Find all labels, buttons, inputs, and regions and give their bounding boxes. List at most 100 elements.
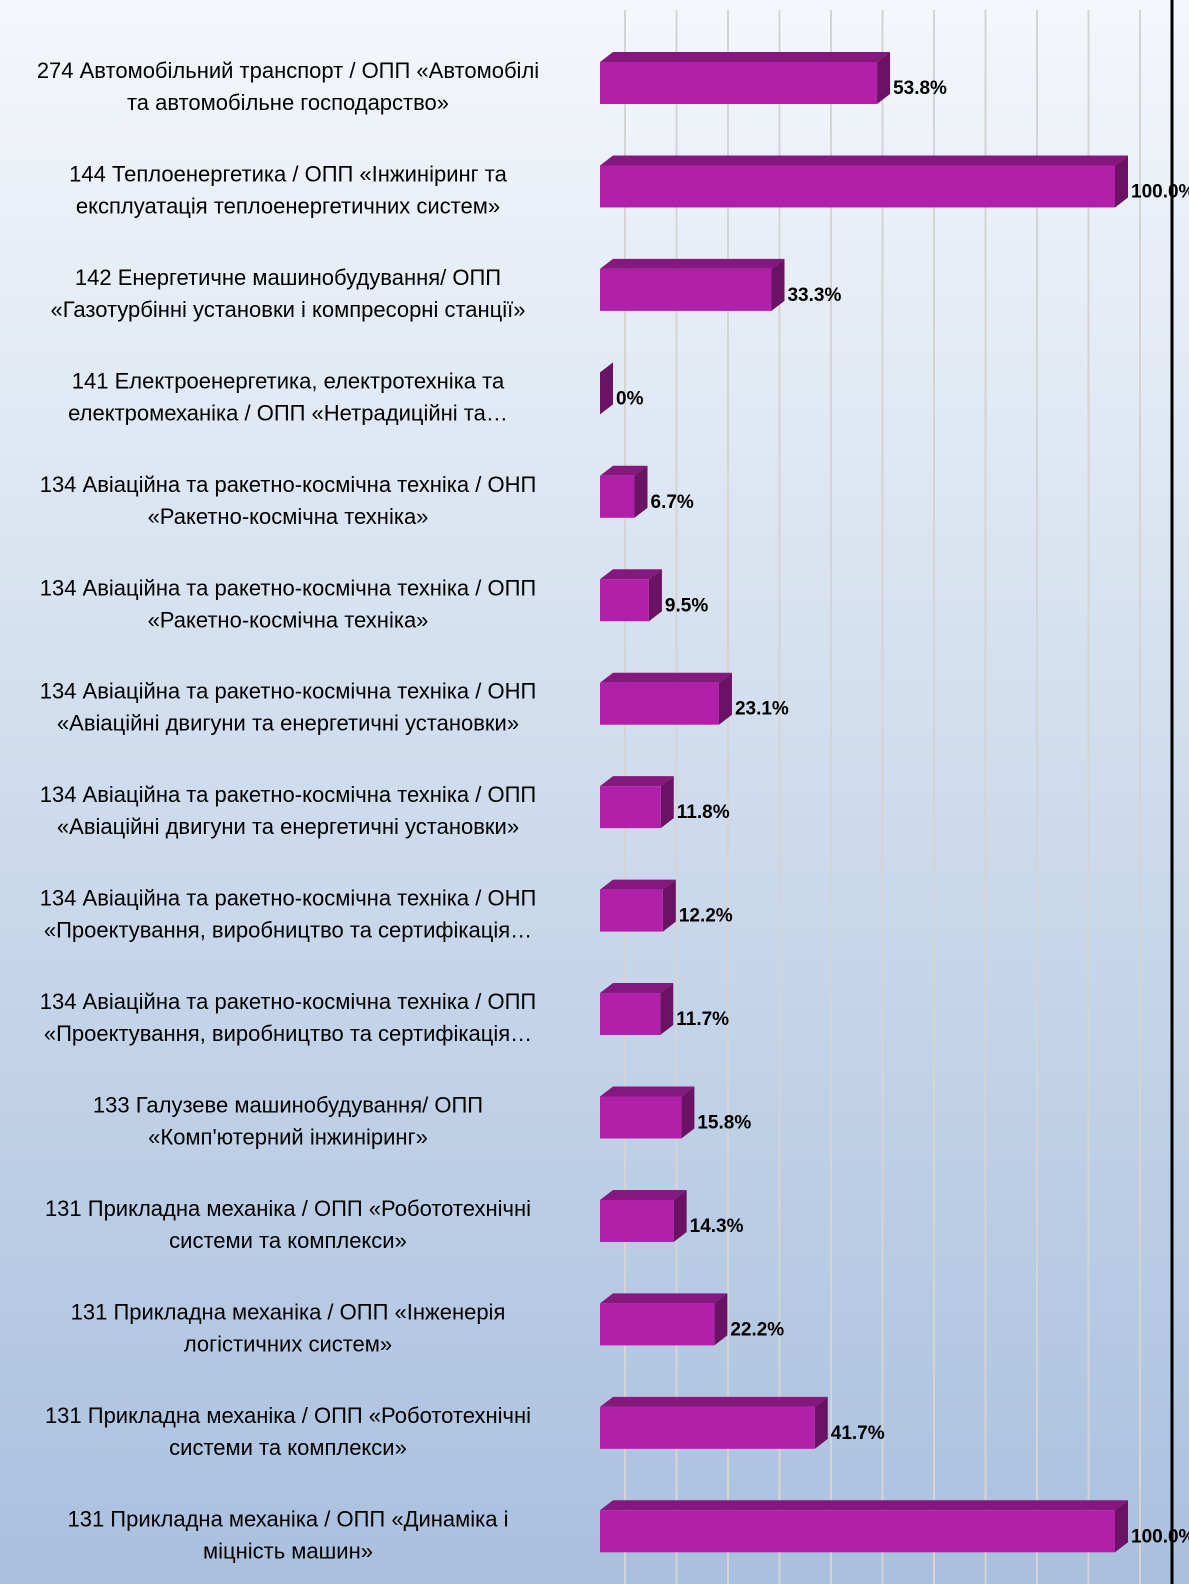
bar-side (877, 52, 891, 104)
category-label: 134 Авіаційна та ракетно-космічна технік… (40, 886, 537, 911)
value-label: 100.0% (1131, 181, 1189, 202)
bar-front (600, 579, 649, 622)
value-label: 100.0% (1131, 1526, 1189, 1547)
value-label: 53.8% (893, 78, 947, 99)
category-label: 134 Авіаційна та ракетно-космічна технік… (40, 575, 537, 600)
bar-side (673, 1189, 687, 1242)
bar-front (600, 1303, 715, 1346)
bar (600, 672, 732, 725)
value-label: 15.8% (697, 1113, 751, 1134)
value-label: 11.7% (676, 1009, 729, 1030)
value-label: 23.1% (735, 699, 789, 720)
category-label: 141 Електроенергетика, електротехніка та (72, 368, 505, 393)
bar-side (648, 569, 662, 622)
bar-front (600, 1510, 1115, 1553)
category-label: 134 Авіаційна та ракетно-космічна технік… (40, 679, 537, 704)
category-label: 142 Енергетичне машинобудування/ ОПП (75, 265, 501, 290)
bar-side (660, 983, 674, 1036)
bar-front (600, 682, 719, 725)
category-label: 131 Прикладна механіка / ОПП «Робототехн… (45, 1403, 531, 1428)
category-label: 131 Прикладна механіка / ОПП «Динаміка і (67, 1506, 508, 1531)
bar-front (600, 268, 772, 311)
value-label: 9.5% (665, 595, 708, 616)
value-label: 0% (616, 388, 644, 409)
bar (600, 1086, 695, 1139)
category-label: електромеханіка / ОПП «Нетрадиційні та… (68, 400, 508, 425)
bar-front (600, 165, 1115, 208)
category-label: 131 Прикладна механіка / ОПП «Робототехн… (45, 1196, 531, 1221)
bar-top (600, 465, 648, 476)
category-label: 133 Галузеве машинобудування/ ОПП (93, 1093, 483, 1118)
bar-top (600, 776, 674, 787)
category-label: «Проектування, виробництво та сертифікац… (44, 1021, 532, 1046)
category-label: 274 Автомобільний транспорт / ОПП «Автом… (37, 58, 539, 83)
bar-top (600, 1396, 828, 1407)
category-label: експлуатація теплоенергетичних систем» (76, 193, 500, 218)
category-label: «Газотурбінні установки і компресорні ст… (50, 297, 525, 322)
bar (600, 1396, 828, 1449)
value-label: 33.3% (787, 285, 841, 306)
bar-side (1115, 1500, 1128, 1553)
value-label: 11.8% (677, 802, 730, 823)
bar-side (814, 1396, 828, 1449)
value-label: 41.7% (831, 1423, 885, 1444)
bar-side (600, 362, 613, 415)
bar-top (600, 1293, 728, 1304)
value-label: 14.3% (690, 1216, 744, 1237)
bar-front (600, 62, 878, 104)
bar-top (600, 983, 674, 994)
bar-front (600, 993, 661, 1036)
bar-side (634, 465, 648, 518)
bar-side (718, 672, 732, 725)
bar-top (600, 1086, 695, 1097)
category-label: міцність машин» (203, 1538, 373, 1563)
category-label: системи та комплекси» (169, 1435, 407, 1460)
category-label: 144 Теплоенергетика / ОПП «Інжиніринг та (69, 161, 507, 186)
category-label: 134 Авіаційна та ракетно-космічна технік… (40, 782, 537, 807)
bar-front (600, 1406, 815, 1449)
bar-side (714, 1293, 728, 1346)
bar-top (600, 1189, 687, 1200)
bar-front (600, 889, 663, 932)
bar-front (600, 1199, 674, 1242)
bar (600, 465, 648, 518)
bar-side (771, 258, 785, 311)
bar-top (600, 155, 1128, 166)
value-label: 6.7% (651, 492, 694, 513)
bar-top (600, 52, 891, 62)
category-label: «Авіаційні двигуни та енергетичні устано… (57, 711, 519, 736)
bar-top (600, 672, 732, 683)
value-label: 12.2% (679, 906, 733, 927)
bar (600, 52, 891, 104)
bar (600, 362, 613, 415)
bar-side (660, 776, 674, 829)
bar (600, 776, 674, 829)
bar (600, 1500, 1128, 1553)
bar (600, 569, 662, 622)
category-label: 134 Авіаційна та ракетно-космічна технік… (40, 989, 537, 1014)
bar-side (1115, 155, 1128, 208)
bar-front (600, 475, 635, 518)
bar (600, 1293, 728, 1346)
category-label: системи та комплекси» (169, 1228, 407, 1253)
category-label: 134 Авіаційна та ракетно-космічна технік… (40, 472, 537, 497)
category-label: та автомобільне господарство» (127, 90, 449, 115)
category-label: логістичних систем» (184, 1331, 392, 1356)
bar-side (662, 879, 676, 932)
category-label: «Ракетно-космічна техніка» (148, 607, 429, 632)
bar-side (681, 1086, 695, 1139)
bar-top (600, 879, 676, 890)
category-label: «Ракетно-космічна техніка» (148, 504, 429, 529)
bar-top (600, 1500, 1128, 1511)
bar-front (600, 1096, 682, 1139)
bar (600, 983, 674, 1036)
bar-top (600, 258, 785, 269)
category-label: 131 Прикладна механіка / ОПП «Інженерія (71, 1299, 506, 1324)
category-label: «Комп'ютерний інжиніринг» (148, 1125, 428, 1150)
bar (600, 258, 785, 311)
value-label: 22.2% (730, 1319, 784, 1340)
bar (600, 1189, 687, 1242)
